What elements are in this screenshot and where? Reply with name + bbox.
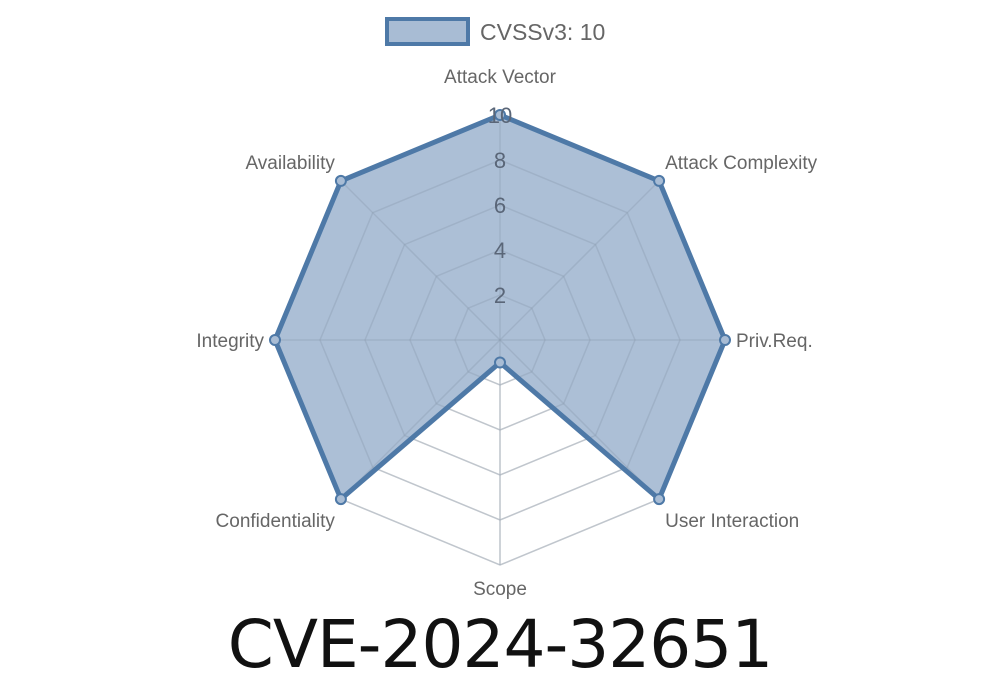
grid-spoke-overlay [340,339,501,500]
grid-spoke-overlay [499,180,660,341]
data-point [719,334,731,346]
axis-label: User Interaction [665,511,799,532]
tick-label: 8 [494,148,506,173]
grid-ring-overlay [319,159,681,521]
data-point [269,334,281,346]
axis-label: Priv.Req. [736,331,813,352]
tick-label: 4 [494,238,506,263]
axis-label: Integrity [196,331,264,352]
grid-spoke-overlay [340,180,501,341]
axis-label: Attack Complexity [665,153,818,174]
tick-label: 2 [494,283,506,308]
data-point [334,174,347,187]
data-point [334,493,347,506]
data-point [653,174,666,187]
tick-label: 10 [488,103,512,128]
data-point [653,493,666,506]
axis-label: Attack Vector [444,67,557,88]
axis-label: Availability [245,153,335,174]
axis-label: Scope [473,579,527,600]
tick-label: 6 [494,193,506,218]
grid-ring-overlay [409,249,591,431]
legend-swatch [385,17,470,46]
radar-chart: 2 4 6 8 10 Attack Vector Attack Complexity Priv… [196,17,818,600]
grid-spoke-overlay [499,339,660,500]
legend-label: CVSSv3: 10 [480,19,605,45]
grid-ring-overlay [454,294,546,386]
data-point [494,109,506,121]
grid-ring-overlay [364,204,636,476]
data-area [275,115,725,500]
page-title: CVE-2024-32651 [227,606,774,683]
axis-label: Confidentiality [216,511,336,532]
data-point [494,356,506,369]
